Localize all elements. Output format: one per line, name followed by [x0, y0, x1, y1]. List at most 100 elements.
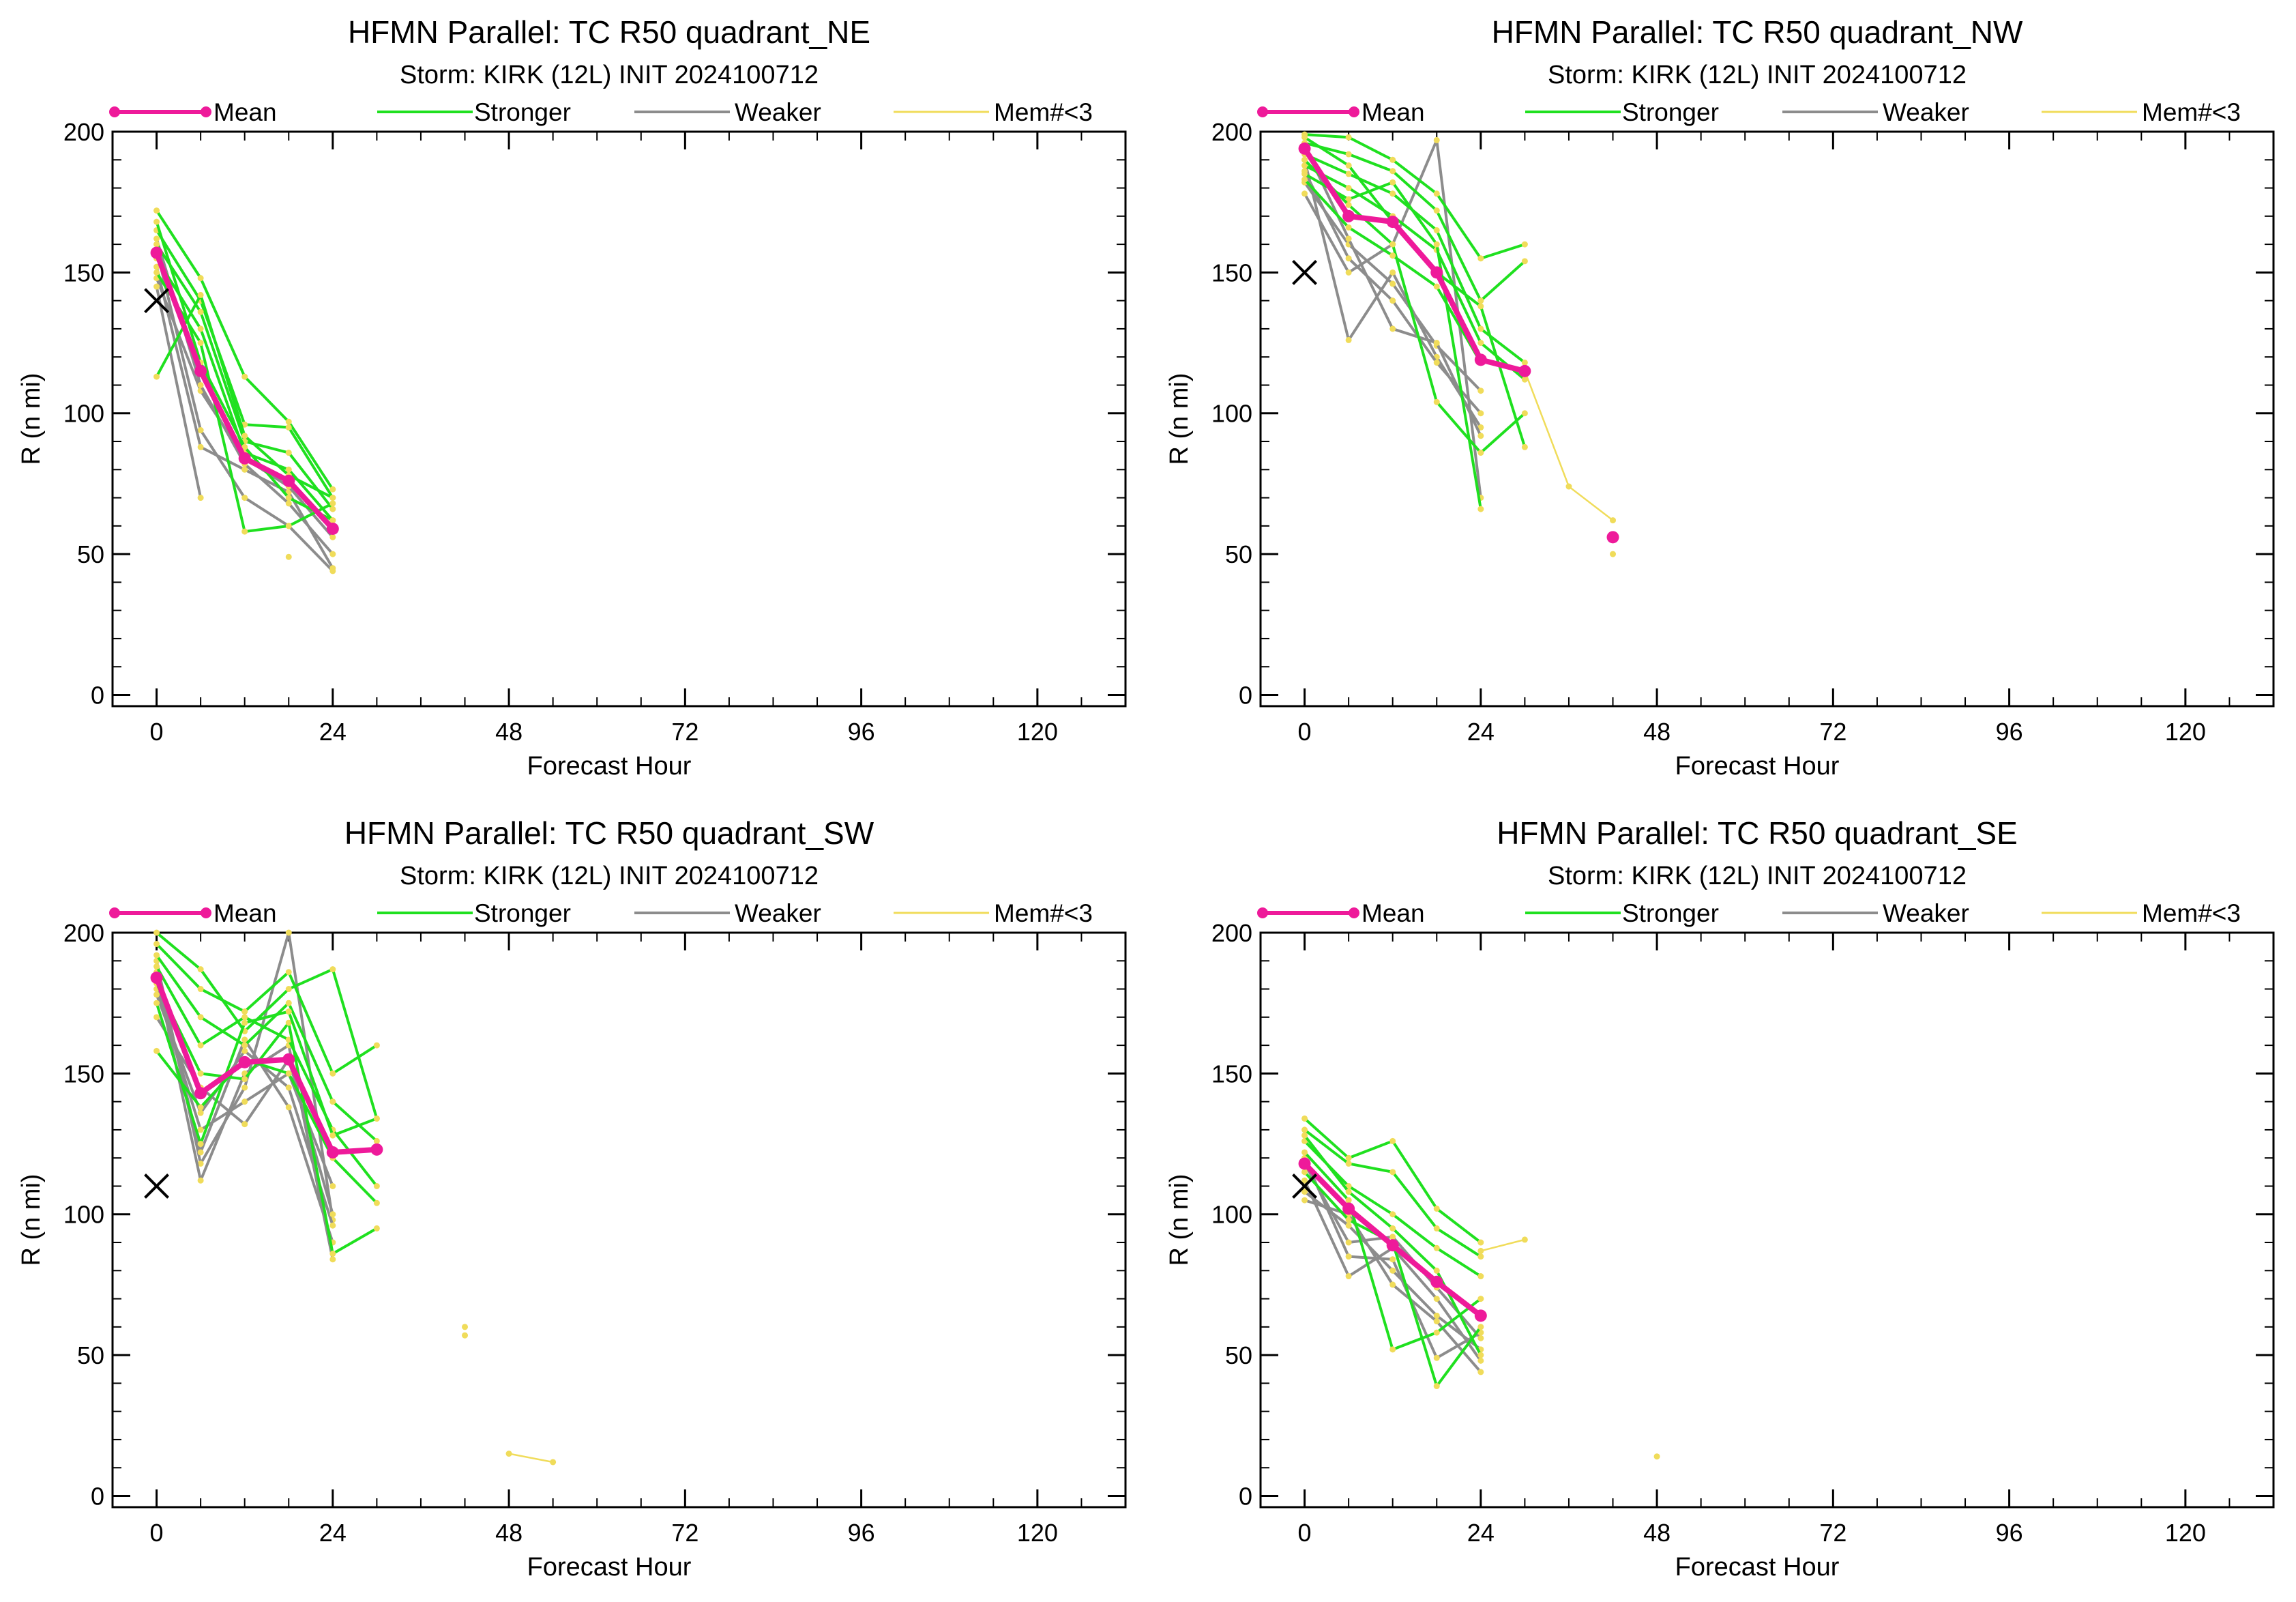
chart-title: HFMN Parallel: TC R50 quadrant_NE: [348, 14, 870, 50]
mean-point: [1430, 1275, 1443, 1288]
member-point: [285, 1104, 292, 1111]
mean-point: [1298, 142, 1311, 155]
legend-weaker-label: Weaker: [735, 899, 821, 927]
member-point: [373, 1042, 380, 1049]
member-point: [1433, 190, 1440, 197]
member-point: [1477, 410, 1484, 417]
member-point: [1301, 1115, 1308, 1122]
y-tick-label: 100: [63, 400, 104, 428]
member-point: [1477, 1324, 1484, 1330]
member-point: [1521, 241, 1528, 248]
member-point: [285, 929, 292, 936]
legend-mean-label: Mean: [214, 899, 277, 927]
mean-point: [150, 972, 163, 985]
y-tick-label: 0: [91, 1482, 104, 1510]
y-tick-label: 200: [1211, 118, 1252, 146]
chart-subtitle: Storm: KIRK (12L) INIT 2024100712: [1548, 862, 1967, 890]
member-point: [1433, 227, 1440, 233]
stronger-member-line: [155, 965, 378, 1187]
x-axis-label: Forecast Hour: [527, 1553, 692, 1582]
member-point: [197, 1042, 204, 1049]
stronger-member-line: [1304, 158, 1526, 454]
member-point: [1433, 1312, 1440, 1319]
mean-point: [1430, 266, 1443, 279]
member-point: [1433, 1205, 1440, 1212]
member-point: [241, 1098, 248, 1105]
mean-point: [194, 364, 207, 377]
x-tick-label: 120: [2165, 1519, 2206, 1547]
member-point: [197, 443, 204, 450]
member-point: [1389, 179, 1396, 186]
member-point: [241, 443, 248, 450]
member-point: [153, 991, 160, 998]
x-tick-label: 0: [1298, 1519, 1312, 1547]
chart-subtitle: Storm: KIRK (12L) INIT 2024100712: [400, 862, 819, 890]
mean-point: [326, 1146, 339, 1159]
member-point: [1521, 359, 1528, 366]
member-point: [1389, 1346, 1396, 1353]
member-point: [197, 1141, 204, 1148]
member-point: [197, 275, 204, 282]
member-point: [197, 1014, 204, 1021]
y-tick-label: 0: [1239, 1482, 1252, 1510]
stronger-member-line: [155, 982, 378, 1255]
member-point: [1301, 176, 1308, 183]
x-axis-label: Forecast Hour: [527, 752, 692, 781]
y-tick-label: 0: [91, 681, 104, 709]
x-tick-label: 24: [319, 718, 347, 746]
member-point: [329, 1132, 336, 1139]
member-point: [153, 269, 160, 276]
y-axis-label: R (n mi): [17, 1174, 46, 1266]
member-point: [1477, 1357, 1484, 1364]
member-point: [241, 1076, 248, 1083]
member-point: [1521, 1236, 1528, 1243]
member-point: [329, 1251, 336, 1257]
mean-point: [238, 452, 251, 465]
member-point: [1301, 1149, 1308, 1156]
member-point: [329, 966, 336, 973]
y-tick-label: 150: [1211, 1060, 1252, 1088]
member-point: [1477, 388, 1484, 394]
x-tick-label: 120: [2165, 718, 2206, 746]
member-point: [153, 963, 160, 970]
mean-line: [153, 252, 335, 531]
member-point: [1433, 1329, 1440, 1336]
member-point: [197, 381, 204, 388]
member-point: [1433, 359, 1440, 366]
member-point: [329, 565, 336, 572]
member-point: [285, 1084, 292, 1091]
x-tick-label: 24: [1467, 718, 1495, 746]
x-tick-label: 24: [1467, 1519, 1495, 1547]
member-point: [153, 263, 160, 270]
mean-point: [150, 246, 163, 259]
member-point: [197, 1104, 204, 1111]
member-point: [1345, 171, 1352, 177]
member-point: [1477, 325, 1484, 332]
member-point: [153, 373, 160, 380]
member-point: [373, 1115, 380, 1122]
mean-point: [238, 1055, 251, 1068]
mean-point: [282, 474, 295, 487]
stronger-member-line: [156, 943, 378, 1075]
member-point: [1389, 1256, 1396, 1263]
member-point: [1345, 1273, 1352, 1280]
member-point: [329, 506, 336, 512]
member-point: [241, 1084, 248, 1091]
legend-mean-marker: [109, 106, 120, 117]
chart-subtitle: Storm: KIRK (12L) INIT 2024100712: [1548, 61, 1967, 89]
member-point: [1653, 1453, 1660, 1460]
member-point: [1389, 1225, 1396, 1232]
member-point: [153, 218, 160, 225]
member-point: [1477, 1352, 1484, 1358]
member-point: [1521, 376, 1528, 383]
member-point: [329, 1222, 336, 1229]
chart-title: HFMN Parallel: TC R50 quadrant_NW: [1492, 14, 2023, 50]
x-tick-label: 96: [848, 718, 875, 746]
member-point: [1389, 269, 1396, 276]
member-point: [1301, 171, 1308, 177]
member-point: [197, 427, 204, 434]
member-point: [1389, 168, 1396, 175]
member-point: [1345, 1239, 1352, 1246]
chart-panel-1: HFMN Parallel: TC R50 quadrant_NE Storm: …: [17, 14, 1127, 781]
